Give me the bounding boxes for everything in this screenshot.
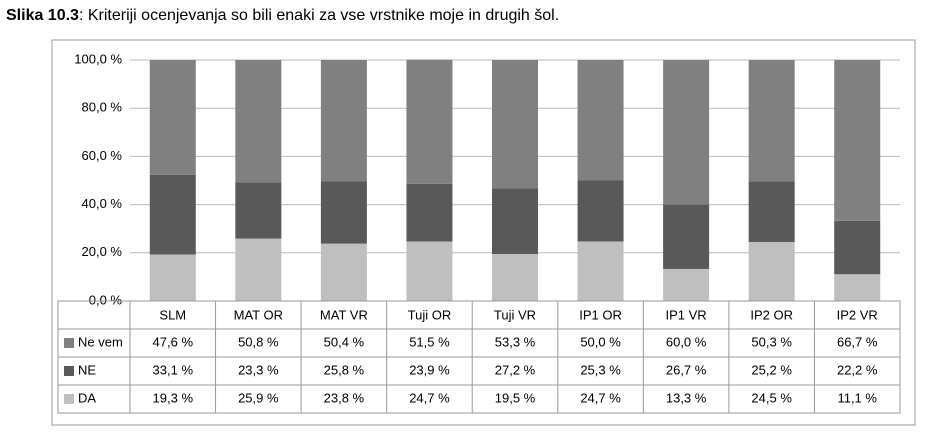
table-value: 66,7 % [837, 334, 878, 349]
title-text: : Kriteriji ocenjevanja so bili enaki za… [79, 7, 559, 24]
table-value: 60,0 % [666, 334, 707, 349]
bar-segment [577, 241, 624, 301]
x-tick-label: SLM [159, 307, 186, 322]
y-tick-label: 100,0 % [74, 51, 122, 66]
table-value: 24,7 % [409, 390, 450, 405]
table-value: 11,1 % [837, 390, 877, 405]
table-value: 50,0 % [580, 334, 621, 349]
bar-segment [320, 243, 367, 301]
table-value: 13,3 % [666, 390, 707, 405]
x-tick-label: IP2 VR [837, 307, 878, 322]
table-value: 23,9 % [409, 362, 450, 377]
table-value: 50,8 % [238, 334, 279, 349]
chart-frame [51, 39, 916, 426]
figure-label: Slika 10.3 [6, 7, 79, 24]
x-tick-label: IP2 OR [750, 307, 793, 322]
bar-segment [492, 60, 538, 189]
bar-segment [149, 174, 196, 255]
table-value: 19,5 % [495, 390, 536, 405]
table-value: 50,4 % [324, 334, 365, 349]
bar-segment [406, 183, 453, 242]
x-tick-label: Tuji VR [494, 307, 536, 322]
bar-segment [149, 254, 196, 301]
table-value: 47,6 % [153, 334, 194, 349]
bar-segment [663, 204, 710, 269]
legend-swatch [64, 366, 74, 376]
bar-segment [492, 254, 538, 301]
table-value: 27,2 % [495, 362, 536, 377]
table-value: 25,2 % [751, 362, 792, 377]
table-value: 33,1 % [153, 362, 194, 377]
bar-segment [320, 60, 367, 182]
x-tick-label: IP1 VR [666, 307, 707, 322]
table-value: 24,5 % [751, 390, 792, 405]
bar-segment [149, 60, 196, 175]
table-value: 22,2 % [837, 362, 878, 377]
y-tick-label: 20,0 % [82, 244, 123, 259]
x-tick-label: IP1 OR [579, 307, 622, 322]
legend-swatch [64, 338, 74, 348]
y-tick-label: 80,0 % [82, 100, 123, 115]
table-value: 53,3 % [495, 334, 536, 349]
legend-label: Ne vem [78, 334, 123, 349]
x-tick-label: MAT VR [320, 307, 368, 322]
bar-segment [834, 274, 881, 301]
legend-label: DA [78, 390, 96, 405]
x-tick-label: MAT OR [234, 307, 283, 322]
table-value: 19,3 % [153, 390, 194, 405]
legend-swatch [64, 394, 74, 404]
table-value: 23,3 % [238, 362, 279, 377]
table-value: 25,9 % [238, 390, 279, 405]
bar-segment [320, 181, 367, 244]
table-value: 24,7 % [580, 390, 621, 405]
bar-segment [748, 241, 795, 301]
legend-label: NE [78, 362, 96, 377]
bar-segment [748, 181, 795, 242]
table-value: 50,3 % [751, 334, 792, 349]
bar-segment [235, 182, 282, 239]
x-tick-label: Tuji OR [408, 307, 452, 322]
bar-segment [834, 60, 881, 221]
y-tick-label: 0,0 % [89, 292, 123, 307]
y-tick-label: 40,0 % [82, 196, 123, 211]
bar-segment [577, 180, 624, 242]
bar-segment [577, 60, 624, 181]
chart-title: Slika 10.3: Kriteriji ocenjevanja so bil… [6, 7, 559, 24]
y-tick-label: 60,0 % [82, 148, 123, 163]
bar-segment [406, 241, 453, 301]
table-value: 23,8 % [324, 390, 365, 405]
bar-segment [663, 268, 710, 301]
table-value: 51,5 % [409, 334, 450, 349]
table-value: 26,7 % [666, 362, 707, 377]
bar-segment [663, 60, 710, 205]
bar-segment [748, 60, 795, 182]
bar-segment [492, 188, 538, 255]
table-value: 25,3 % [580, 362, 621, 377]
bar-segment [406, 59, 453, 184]
bar-segment [235, 60, 282, 183]
bar-segment [834, 220, 881, 275]
table-value: 25,8 % [324, 362, 365, 377]
bar-segment [235, 238, 282, 301]
